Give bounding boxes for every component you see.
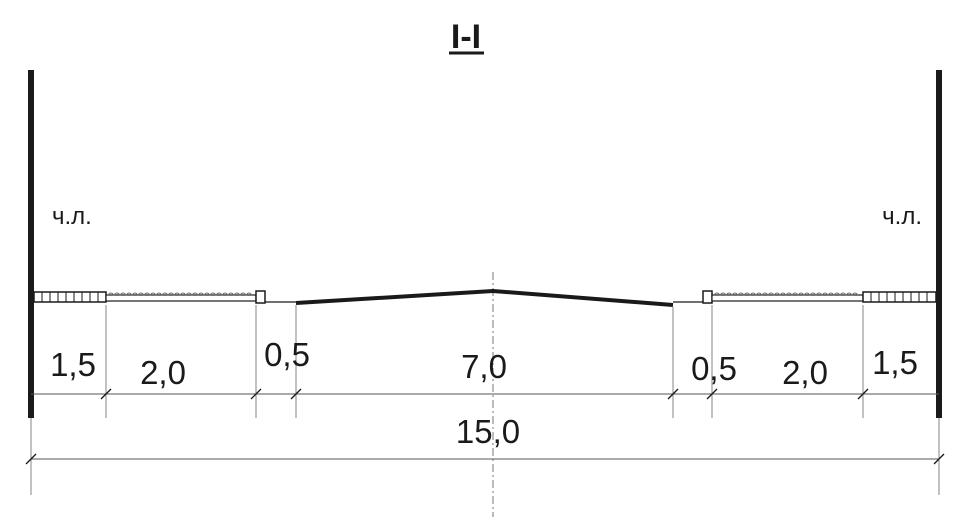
left-sidewalk-strip bbox=[33, 291, 107, 303]
dim-left-shoulder: 0,5 bbox=[264, 336, 310, 373]
dim-left-lawn: 2,0 bbox=[140, 354, 186, 391]
left-lawn bbox=[105, 292, 257, 302]
extension-lines bbox=[30, 305, 940, 495]
dim-carriageway: 7,0 bbox=[461, 348, 507, 385]
right-red-line-label: ч.л. bbox=[882, 203, 922, 230]
total-dimension-ticks bbox=[25, 453, 945, 465]
dim-right-shoulder: 0,5 bbox=[691, 350, 737, 387]
right-curb bbox=[702, 290, 713, 304]
left-curb bbox=[255, 290, 266, 304]
right-sidewalk-strip bbox=[862, 291, 937, 303]
dim-left-strip: 1,5 bbox=[50, 346, 96, 383]
left-red-line-label: ч.л. bbox=[52, 203, 92, 230]
right-lawn bbox=[711, 292, 864, 302]
dim-total: 15,0 bbox=[456, 413, 520, 450]
dim-right-lawn: 2,0 bbox=[782, 354, 828, 391]
carriageway-profile bbox=[295, 288, 674, 307]
section-title: I-I bbox=[451, 18, 481, 56]
partial-dimension-ticks bbox=[100, 388, 869, 400]
dim-right-strip: 1,5 bbox=[872, 344, 918, 381]
